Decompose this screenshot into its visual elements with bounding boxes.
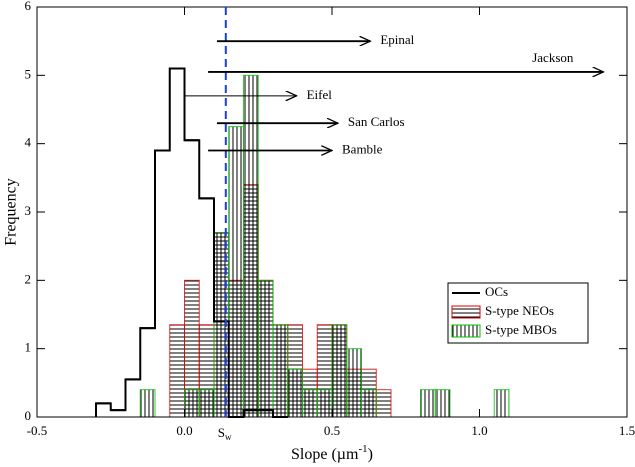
hist-bar	[302, 389, 318, 418]
step-connector	[95, 67, 288, 418]
legend-label: S-type NEOs	[485, 303, 554, 318]
hist-bar	[493, 389, 510, 418]
hist-bar	[434, 389, 451, 418]
hist-bar	[184, 389, 200, 418]
y-tick-label: 4	[25, 135, 32, 150]
hist-bar	[361, 389, 377, 418]
x-tick-label: 1.5	[619, 423, 635, 438]
hist-bar	[139, 389, 156, 418]
x-tick-label: 1.0	[471, 423, 487, 438]
legend-swatch	[451, 305, 481, 319]
annotation-label: San Carlos	[348, 114, 405, 129]
x-tick-label: -0.5	[27, 423, 48, 438]
y-axis-label: Frequency	[3, 178, 20, 246]
hist-bar	[420, 389, 436, 418]
annotation-label: Bamble	[342, 141, 383, 156]
y-tick-label: 3	[25, 203, 32, 218]
hist-bar	[287, 368, 303, 418]
x-axis-label-sup: -1	[358, 443, 367, 455]
y-tick-label: 6	[25, 0, 32, 13]
x-tick-label: 0.0	[176, 423, 192, 438]
annotation-label: Jackson	[532, 50, 574, 65]
legend-label: S-type MBOs	[485, 322, 557, 337]
x-tick-label: 0.5	[324, 423, 340, 438]
vline-label: Sw	[218, 425, 232, 442]
x-axis-label-main: Slope (µm	[291, 446, 359, 463]
vline-label-sub: w	[225, 432, 232, 442]
annotation-label: Eifel	[307, 87, 333, 102]
x-axis-label-end: )	[368, 446, 373, 463]
y-tick-label: 5	[25, 66, 32, 81]
y-tick-label: 1	[25, 340, 32, 355]
hist-bar	[198, 389, 215, 418]
hist-bar	[243, 74, 259, 418]
hist-bar	[169, 324, 185, 418]
hist-bar	[228, 126, 244, 418]
annotation-label: Epinal	[380, 32, 414, 47]
y-tick-label: 0	[25, 408, 32, 423]
legend-swatch	[451, 324, 481, 338]
hist-bar	[257, 279, 274, 418]
x-axis-label: Slope (µm-1)	[291, 443, 373, 463]
hist-bar	[331, 324, 348, 418]
hist-bar	[346, 348, 362, 418]
legend-label: OCs	[485, 284, 508, 299]
hist-bar	[316, 389, 333, 418]
hist-bar	[375, 389, 392, 418]
vline-label-main: S	[218, 425, 225, 440]
hist-bar	[272, 324, 289, 418]
y-tick-label: 2	[25, 271, 32, 286]
